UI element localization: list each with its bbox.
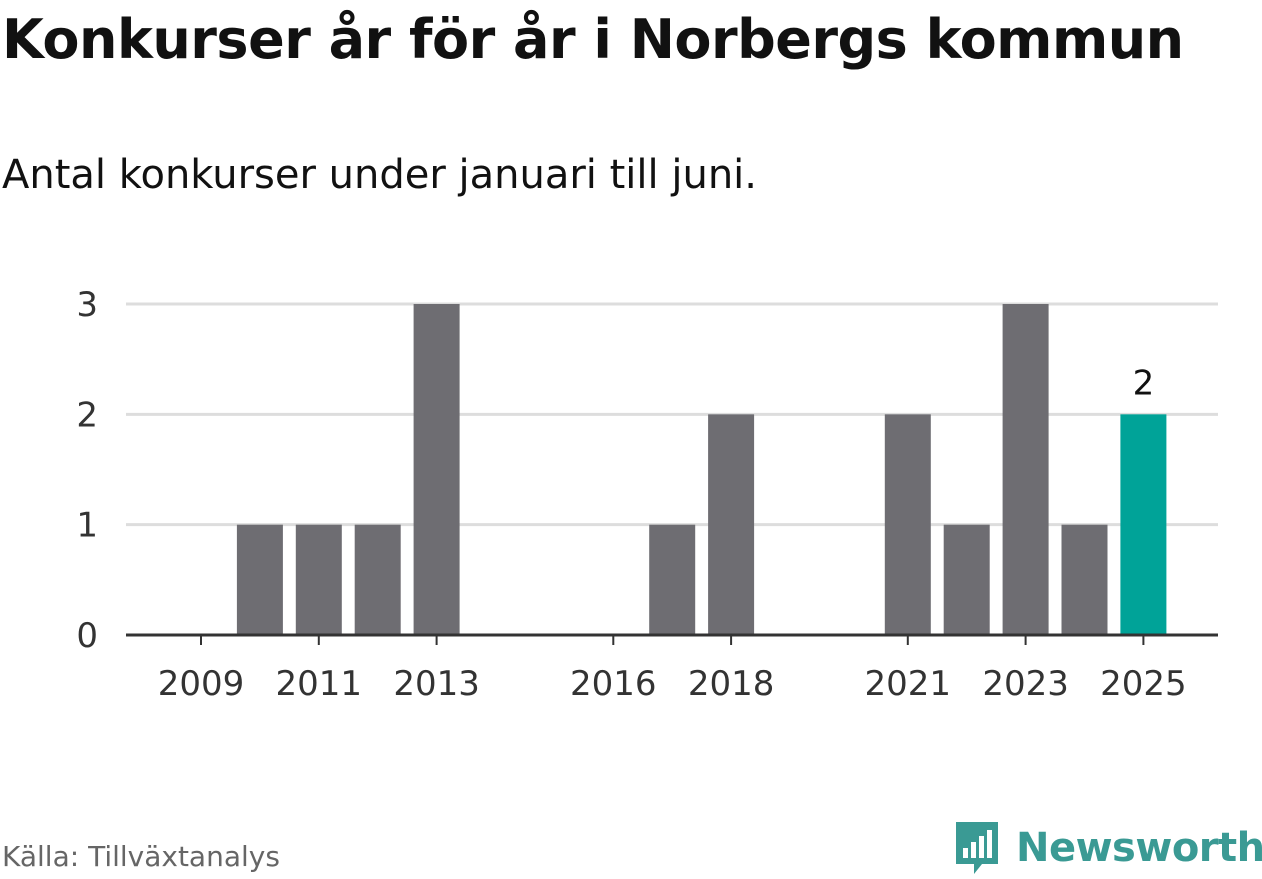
bar-2021 [884, 414, 931, 635]
bar-2024 [1061, 524, 1108, 635]
chart-title: Konkurser år för år i Norbergs kommun [2, 8, 1184, 71]
x-tick-label: 2011 [276, 664, 363, 704]
x-tick-label: 2025 [1100, 664, 1187, 704]
bars [236, 304, 1167, 635]
x-tick-label: 2018 [688, 664, 775, 704]
x-tick-label: 2009 [158, 664, 245, 704]
y-tick-label: 1 [76, 506, 98, 546]
brand-logo: Newsworthy [952, 818, 1262, 878]
x-tick-label: 2016 [570, 664, 657, 704]
bar-2013 [413, 304, 460, 635]
bar-2023 [1002, 304, 1049, 635]
chart-subtitle: Antal konkurser under januari till juni. [2, 152, 757, 198]
x-axis-ticks: 2009 2011 2013 2016 2018 2021 2023 2025 [158, 635, 1187, 704]
bar-2025 [1120, 414, 1167, 635]
bar-2011 [295, 524, 342, 635]
y-axis-ticks: 0 1 2 3 [76, 285, 98, 656]
bar-2010 [236, 524, 283, 635]
x-tick-label: 2021 [865, 664, 952, 704]
y-tick-label: 2 [76, 395, 98, 435]
bar-2022 [943, 524, 990, 635]
y-tick-label: 3 [76, 285, 98, 325]
gridlines [126, 302, 1218, 527]
bar-chart-speech-bubble-icon [956, 822, 998, 874]
data-labels: 2 [1133, 363, 1155, 403]
bar-2012 [354, 524, 401, 635]
data-label-2025: 2 [1133, 363, 1155, 403]
bar-chart: 0 1 2 3 2009 2011 2013 2016 2018 2021 2023 2025 2 [76, 285, 1218, 704]
bar-2017 [649, 524, 696, 635]
x-tick-label: 2013 [393, 664, 480, 704]
source-note: Källa: Tillväxtanalys [2, 840, 280, 873]
brand-name: Newsworthy [1016, 825, 1262, 871]
y-tick-label: 0 [76, 616, 98, 656]
bar-2018 [708, 414, 755, 635]
x-tick-label: 2023 [982, 664, 1069, 704]
